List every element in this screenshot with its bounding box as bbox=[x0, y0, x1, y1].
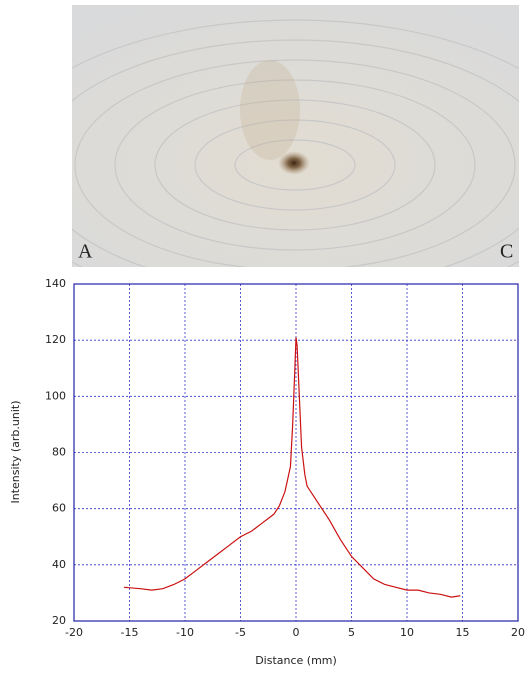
y-tick-label: 20 bbox=[52, 614, 66, 627]
x-tick-label: -10 bbox=[176, 626, 194, 639]
y-tick-label: 140 bbox=[45, 277, 66, 290]
photo-label: A bbox=[78, 241, 93, 263]
x-tick-label: 15 bbox=[456, 626, 470, 639]
photo-rings bbox=[72, 19, 519, 267]
y-axis-title: Intensity (arb.unit) bbox=[9, 400, 22, 503]
y-tick-label: 80 bbox=[52, 446, 66, 459]
photo: A C bbox=[72, 5, 519, 267]
x-tick-label: 0 bbox=[293, 626, 300, 639]
plot-frame bbox=[73, 283, 519, 622]
photo-background bbox=[72, 5, 519, 267]
photo-label: C bbox=[500, 241, 513, 263]
y-tick-label: 60 bbox=[52, 502, 66, 515]
y-tick-label: 40 bbox=[52, 558, 66, 571]
data-line bbox=[123, 337, 461, 598]
photo-spot bbox=[278, 151, 310, 175]
x-tick-label: 10 bbox=[400, 626, 414, 639]
x-tick-label: -20 bbox=[65, 626, 83, 639]
x-tick-label: -5 bbox=[235, 626, 246, 639]
y-tick-label: 120 bbox=[45, 333, 66, 346]
photo-stain bbox=[240, 60, 300, 160]
x-tick-label: 5 bbox=[348, 626, 355, 639]
x-tick-label: -15 bbox=[121, 626, 139, 639]
x-tick-label: 20 bbox=[511, 626, 525, 639]
y-tick-label: 100 bbox=[45, 389, 66, 402]
x-axis-title: Distance (mm) bbox=[255, 654, 337, 667]
